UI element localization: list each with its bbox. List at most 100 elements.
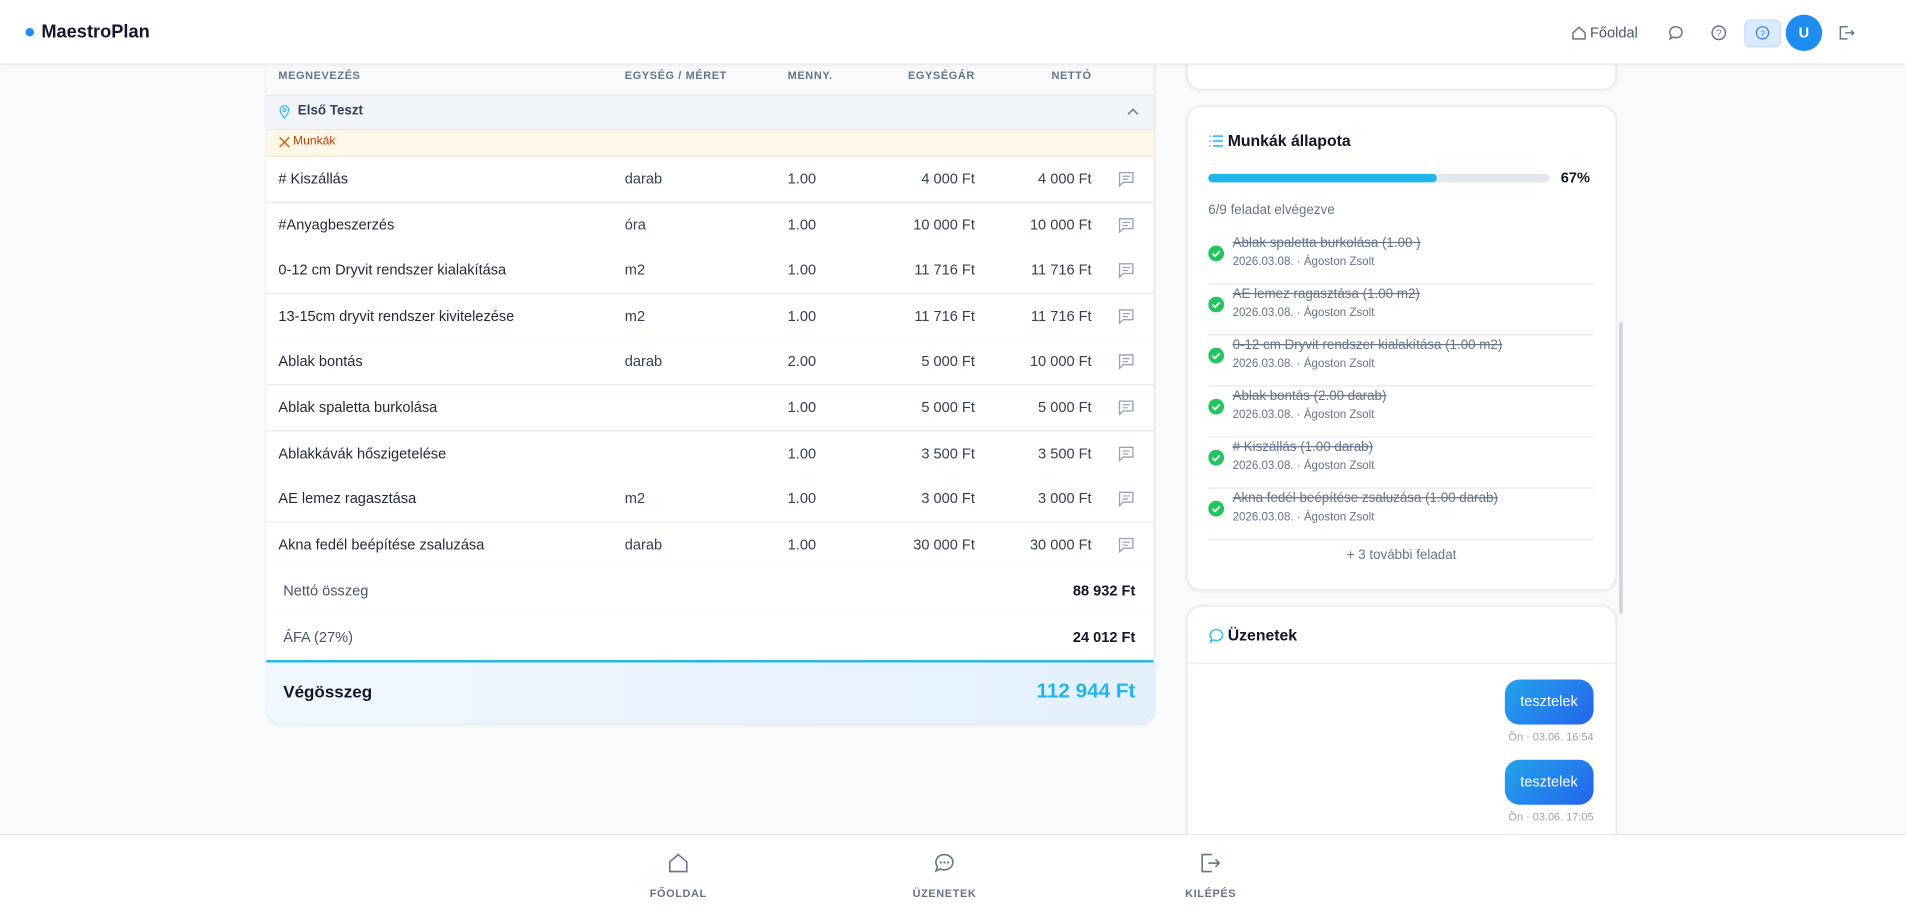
cell: 11 716 Ft [914,261,975,279]
comment-button[interactable] [1118,491,1135,508]
task-name: # Kiszállás (1.00 darab) [1232,440,1374,455]
table-row: Akna fedél beépítése zsaluzása darab 1.00 3… [266,522,1154,569]
svg-text:?: ? [1760,28,1765,38]
cell: 1.00 [787,490,817,508]
cell: 1.00 [787,215,817,233]
status-title: Munkák állapota [1227,131,1351,150]
comment-button[interactable] [1118,263,1135,279]
avatar[interactable]: U [1785,14,1823,52]
bottom-nav: FŐOLDAL ÜZENETEK KILÉPÉS [0,833,1906,910]
table-row: Ablak bontás darab 2.00 5 000 Ft 10 000 Ft [266,339,1154,386]
logout-button[interactable] [1838,24,1855,41]
task-meta: 2026.03.08. · Ágoston Zsolt [1232,357,1375,371]
nav-item[interactable]: FŐOLDAL [630,835,727,910]
cell: 5 000 Ft [921,352,975,371]
check-icon [1208,347,1225,364]
cell: 10 000 Ft [1029,215,1092,233]
pin-icon [279,105,290,119]
nav-icon [1201,853,1221,873]
task-meta: 2026.03.08. · Ágoston Zsolt [1232,255,1375,269]
task-name: Akna fedél beépítése zsaluzása (1.00 dar… [1232,491,1498,506]
task-item: AE lemez ragasztása (1.00 m2) 2026.03.08.… [1208,284,1594,336]
nav-item[interactable]: ÜZENETEK [896,835,993,910]
column-header: NETTÓ [1051,69,1092,82]
tour-button[interactable]: ? [1744,19,1781,48]
cell: 3 000 Ft [1038,490,1092,508]
messages-title: Üzenetek [1227,626,1298,645]
nav-label: KILÉPÉS [1185,887,1237,900]
more-tasks[interactable]: + 3 további feladat [1346,548,1457,563]
message-meta: Ön · 03.06. 17:05 [1508,810,1594,823]
cell: 2.00 [787,352,817,371]
cell: Ablakkávák hőszigetelése [278,444,447,462]
summary-value: 88 932 Ft [1072,582,1136,600]
column-header: EGYSÉG / MÉRET [624,69,727,82]
cell: m2 [624,307,646,325]
cell: 11 716 Ft [1031,261,1092,279]
comment-button[interactable] [1118,217,1135,233]
comment-button[interactable] [1118,400,1135,416]
status-card: Munkák állapota 67% 6/9 feladat elvégezv… [1186,105,1617,591]
quote-table: MEGNEVEZÉS EGYSÉG / MÉRET MENNY. EGYSÉGÁR NE… [266,63,1154,724]
messages-button[interactable] [1668,24,1685,41]
task-meta: 2026.03.08. · Ágoston Zsolt [1232,408,1375,422]
check-icon [1208,500,1225,517]
chat-icon [1209,628,1224,644]
message-meta: Ön · 03.06. 16:54 [1508,730,1594,743]
help-button[interactable]: ? [1710,24,1727,41]
group-row[interactable] [266,96,1154,131]
table-row: # Kiszállás darab 1.00 4 000 Ft 4 000 Ft [266,156,1154,203]
check-icon [1208,398,1225,415]
cell: darab [624,535,663,553]
home-link[interactable]: Főoldal [1589,24,1638,42]
task-list: Ablak spaletta burkolása (1.00 ) 2026.03.… [1208,233,1594,540]
nav-item[interactable]: KILÉPÉS [1162,835,1259,910]
progress-track [1208,173,1550,183]
task-name: Ablak spaletta burkolása (1.00 ) [1232,235,1421,251]
cell: 13-15cm dryvit rendszer kivitelezése [278,307,515,325]
cell: Akna fedél beépítése zsaluzása [278,535,485,553]
task-item: 0-12 cm Dryvit rendszer kialakítása (1.0… [1208,335,1594,387]
check-icon [1208,296,1225,313]
task-item: Ablak spaletta burkolása (1.00 ) 2026.03.… [1208,233,1594,285]
total-label: Végösszeg [283,681,373,702]
home-icon [1572,26,1586,40]
cell: 4 000 Ft [1038,170,1092,188]
comment-button[interactable] [1118,446,1135,462]
task-name: AE lemez ragasztása (1.00 m2) [1232,286,1420,302]
cell: 3 500 Ft [1038,444,1092,462]
summary-row: Nettó összeg 88 932 Ft [266,567,1154,616]
messages-card: Üzenetek tesztelek Ön · 03.06. 16:54 teszt… [1186,605,1617,851]
header-row [266,63,1154,97]
check-icon [1208,449,1225,466]
cell: óra [624,215,646,233]
logo-dot [25,27,35,37]
task-meta: 2026.03.08. · Ágoston Zsolt [1232,510,1375,524]
brand[interactable]: MaestroPlan [41,21,150,43]
comment-button[interactable] [1118,309,1135,325]
comment-button[interactable] [1118,171,1135,188]
cell: 3 000 Ft [921,490,975,508]
comment-button[interactable] [1118,537,1135,553]
comment-button[interactable] [1118,354,1135,371]
cell: 1.00 [787,535,817,553]
total-row: Végösszeg 112 944 Ft [266,660,1154,724]
nav-icon [668,853,688,873]
cell: 3 500 Ft [921,444,975,462]
column-header: MEGNEVEZÉS [278,69,361,82]
nav-icon [934,853,954,873]
cell: Ablak bontás [278,352,363,371]
nav-label: FŐOLDAL [649,887,707,900]
cell: # Kiszállás [278,170,349,188]
chevron [1127,108,1139,115]
cell: 1.00 [787,261,817,279]
top-bar: MaestroPlan Főoldal ? ? U [0,0,1906,65]
task-name: Ablak bontás (2.00 darab) [1232,388,1387,404]
table-row: AE lemez ragasztása m2 1.00 3 000 Ft 3 000 F… [266,476,1154,523]
svg-text:?: ? [1716,28,1722,39]
progress-label: 67% [1560,168,1590,186]
cell: 0-12 cm Dryvit rendszer kialakítása [278,261,507,279]
cell: 5 000 Ft [1038,398,1092,416]
